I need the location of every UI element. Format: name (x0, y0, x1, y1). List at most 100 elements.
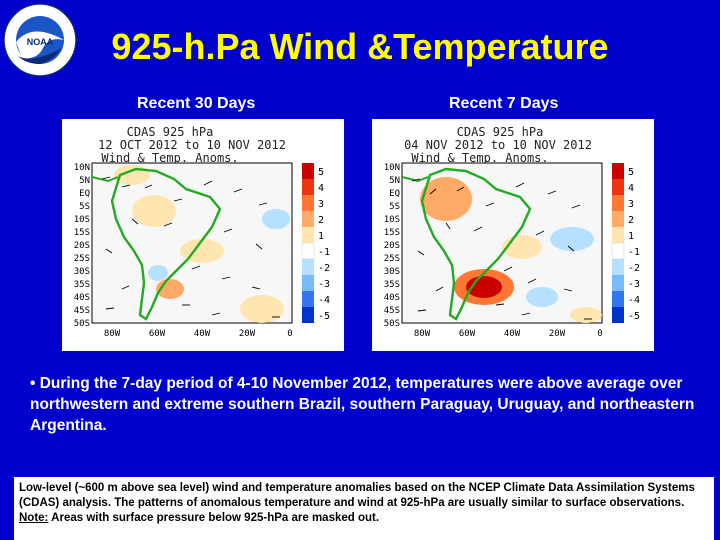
colorbar-labels: 5 4 3 2 1 -1 -2 -3 -4 -5 (628, 167, 640, 322)
wind-vectors (411, 178, 592, 320)
anomaly-area (240, 295, 284, 323)
page-title: 925-h.Pa Wind &Temperature (111, 26, 609, 67)
lon-label: 80W (104, 329, 121, 339)
lat-label: 20S (384, 241, 400, 251)
lat-label: 10S (384, 215, 400, 225)
lat-label: 30S (384, 267, 400, 277)
lon-label: 20W (239, 329, 256, 339)
colorbar-label: -2 (318, 263, 330, 274)
lat-label: 40S (74, 293, 90, 303)
lon-label: 60W (149, 329, 166, 339)
colorbar-label: 2 (628, 215, 634, 226)
anomaly-area (550, 227, 594, 251)
colorbar-swatch (302, 259, 314, 275)
lon-labels: 80W 60W 40W 20W 0 (104, 329, 293, 339)
colorbar-label: -3 (628, 279, 640, 290)
lat-label: 10S (74, 215, 90, 225)
colorbar-label: -2 (628, 263, 640, 274)
colorbar-label: -5 (628, 311, 640, 322)
colorbar-label: -4 (318, 295, 330, 306)
note-box: Low-level (~600 m above sea level) wind … (14, 477, 714, 540)
lat-label: 5N (389, 176, 400, 186)
coastline (401, 176, 429, 183)
lat-label: 25S (384, 254, 400, 264)
lat-label: 10N (384, 163, 400, 173)
lon-label: 0 (287, 329, 292, 339)
continent-outline (420, 167, 532, 321)
lat-label: 45S (384, 306, 400, 316)
colorbar-swatch (302, 195, 314, 211)
lat-label: 5S (389, 202, 400, 212)
noaa-center-text: NOAA (27, 37, 54, 47)
map-header-line2: 12 OCT 2012 to 10 NOV 2012 (98, 138, 286, 152)
colorbar-label: -4 (628, 295, 640, 306)
continent-outline (110, 167, 222, 321)
lat-label: 35S (384, 280, 400, 290)
colorbar-swatch (612, 259, 624, 275)
anomaly-area (526, 287, 558, 307)
map-panel-30-days: CDAS 925 hPa 12 OCT 2012 to 10 NOV 2012 … (62, 119, 344, 351)
lon-label: 40W (504, 329, 521, 339)
colorbar-swatch (612, 291, 624, 307)
colorbar-label: 4 (628, 183, 634, 194)
summary-bullet: • During the 7-day period of 4-10 Novemb… (30, 375, 695, 434)
colorbar-swatch (612, 179, 624, 195)
lat-label: 50S (74, 319, 90, 329)
colorbar-swatch (302, 211, 314, 227)
note-description: Low-level (~600 m above sea level) wind … (19, 482, 695, 509)
colorbar-swatch (302, 291, 314, 307)
map-header-line1: CDAS 925 hPa (457, 125, 544, 139)
lat-label: 5N (79, 176, 90, 186)
colorbar-swatch (612, 307, 624, 323)
colorbar-swatch (611, 242, 625, 260)
colorbar-swatch (612, 195, 624, 211)
map-30-days: CDAS 925 hPa 12 OCT 2012 to 10 NOV 2012 … (74, 125, 330, 339)
map-header-line3: Wind & Temp. Anoms. (411, 151, 548, 165)
colorbar-label: 1 (628, 231, 634, 242)
colorbar-label: 3 (318, 199, 324, 210)
lat-label: 15S (74, 228, 90, 238)
lat-label: 25S (74, 254, 90, 264)
lat-labels: 10N 5N EQ 5S 10S 15S 20S 25S 30S 35S 40S… (74, 163, 90, 329)
colorbar-swatch (612, 227, 624, 243)
colorbar-swatch (302, 227, 314, 243)
coastline (91, 176, 119, 183)
lon-label: 20W (549, 329, 566, 339)
colorbar-swatch (302, 307, 314, 323)
colorbar-label: -3 (318, 279, 330, 290)
anomaly-area (262, 209, 290, 229)
note-label: Note: (19, 512, 49, 524)
colorbar-label: 5 (318, 167, 324, 178)
colorbar-labels: 5 4 3 2 1 -1 -2 -3 -4 -5 (318, 167, 330, 322)
anomaly-area (570, 307, 602, 323)
lat-label: EQ (389, 189, 400, 199)
anomaly-area (132, 195, 176, 227)
colorbar-label: -5 (318, 311, 330, 322)
map-header-line1: CDAS 925 hPa (127, 125, 214, 139)
map-header-line3: Wind & Temp. Anoms. (101, 151, 238, 165)
colorbar: 5 4 3 2 1 -1 -2 -3 -4 -5 (301, 163, 330, 323)
colorbar-swatch (302, 163, 314, 179)
lon-label: 40W (194, 329, 211, 339)
anomaly-area (148, 265, 168, 281)
lat-label: 45S (74, 306, 90, 316)
colorbar-label: 5 (628, 167, 634, 178)
anomaly-area (420, 177, 472, 221)
wind-vectors (101, 176, 280, 318)
lon-label: 60W (459, 329, 476, 339)
colorbar-swatch (301, 242, 315, 260)
colorbar-label: -1 (318, 247, 330, 258)
lat-label: 20S (74, 241, 90, 251)
colorbar-label: 4 (318, 183, 324, 194)
colorbar-swatch (612, 211, 624, 227)
colorbar-swatch (302, 179, 314, 195)
lat-label: 35S (74, 280, 90, 290)
colorbar-swatch (302, 275, 314, 291)
anomaly-area (180, 239, 224, 263)
panel-caption-7-days: Recent 7 Days (449, 95, 559, 112)
lon-label: 0 (597, 329, 602, 339)
colorbar: 5 4 3 2 1 -1 -2 -3 -4 -5 (611, 163, 640, 323)
lon-labels: 80W 60W 40W 20W 0 (414, 329, 603, 339)
colorbar-label: 2 (318, 215, 324, 226)
colorbar-label: 3 (628, 199, 634, 210)
